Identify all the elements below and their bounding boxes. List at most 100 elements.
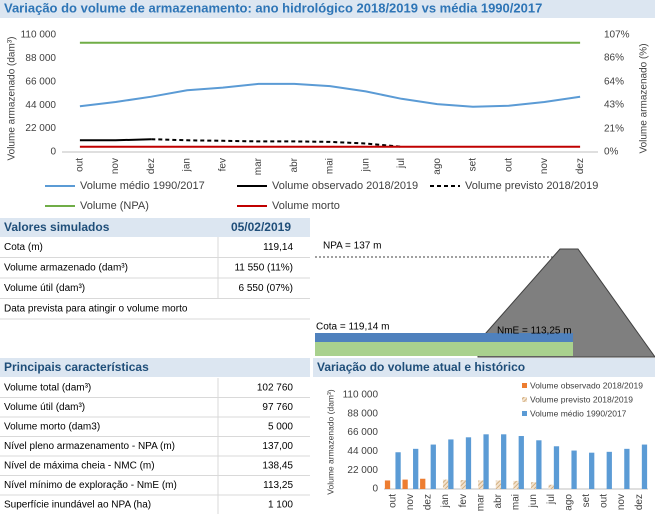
- x-tick-label: abr: [289, 157, 300, 172]
- x-tick-label: mai: [511, 494, 522, 510]
- y-tick-label: 86%: [604, 53, 624, 64]
- row-label: Volume armazenado (dam³): [4, 262, 128, 273]
- x-tick-label: out: [503, 158, 514, 172]
- x-tick-label: fev: [217, 158, 228, 171]
- row-label: Superfície inundável ao NPA (ha): [4, 499, 151, 510]
- y-axis-title: Volume armazenado (dam³): [325, 389, 335, 495]
- legend-label: Volume previsto 2018/2019: [465, 180, 598, 192]
- bar: [430, 444, 436, 489]
- y-tick-label: 107%: [604, 30, 630, 41]
- x-tick-label: abr: [493, 493, 504, 508]
- row-label: Volume total (dam³): [4, 382, 91, 393]
- x-tick-label: out: [75, 158, 86, 172]
- series-line: [79, 138, 152, 142]
- x-tick-label: nov: [405, 494, 416, 510]
- characteristics-table: Volume total (dam³) 102 760 Volume útil (d…: [0, 378, 310, 514]
- bar: [530, 482, 537, 489]
- y-tick-label: 66 000: [347, 427, 378, 438]
- row-value: 97 760: [262, 402, 293, 413]
- row-label: Nível mínimo de exploração - NmE (m): [4, 480, 177, 491]
- y-tick-label: 0%: [604, 147, 619, 158]
- bar: [448, 439, 454, 489]
- bar: [641, 444, 648, 489]
- x-tick-label: jun: [360, 158, 371, 172]
- bar: [501, 434, 507, 489]
- x-tick-label: dez: [146, 158, 157, 174]
- row-label: Volume útil (dam³): [4, 402, 85, 413]
- bar: [536, 440, 542, 489]
- npa-label: NPA = 137 m: [323, 241, 381, 252]
- row-label: Volume útil (dam³): [4, 283, 85, 294]
- bar: [465, 437, 472, 489]
- bar: [478, 480, 484, 489]
- row-value: 5 000: [268, 421, 293, 432]
- legend-swatch: [522, 383, 527, 388]
- simulated-table: Cota (m) 119,14 Volume armazenado (dam³) 11…: [0, 237, 310, 320]
- y-tick-label: 22 000: [25, 123, 56, 134]
- nme-label: NmE = 113,25 m: [497, 326, 572, 337]
- x-tick-label: nov: [616, 494, 627, 510]
- y-tick-label: 110 000: [21, 30, 57, 41]
- bar: [442, 479, 449, 489]
- row-value: 138,45: [262, 460, 293, 471]
- y-tick-label: 21%: [604, 124, 624, 135]
- bar: [624, 448, 630, 489]
- legend-swatch: [522, 397, 527, 402]
- x-tick-label: mai: [325, 158, 336, 174]
- series-line: [151, 138, 402, 148]
- y-tick-label: 22 000: [347, 465, 378, 476]
- y-axis-title: Volume armazenado (dam³): [7, 37, 18, 161]
- x-tick-label: ago: [432, 158, 443, 175]
- bar: [395, 452, 401, 489]
- bar: [518, 436, 524, 489]
- ground: [315, 342, 573, 356]
- row-value: 119,14: [263, 242, 293, 253]
- section-title: Principais características: [4, 360, 149, 374]
- section-header: [0, 358, 310, 377]
- bar: [384, 480, 391, 489]
- series-line: [79, 82, 581, 108]
- legend-label: Volume médio 1990/2017: [80, 180, 205, 192]
- x-tick-label: dez: [634, 494, 645, 510]
- y-tick-label: 88 000: [25, 53, 56, 64]
- row-value: 113,25: [263, 480, 293, 491]
- bar: [483, 434, 489, 489]
- bar: [413, 448, 419, 489]
- bar: [513, 480, 519, 489]
- y-tick-label: 66 000: [25, 76, 56, 87]
- row-label: Data prevista para atingir o volume mort…: [4, 303, 188, 314]
- legend-label: Volume médio 1990/2017: [530, 408, 627, 418]
- legend-swatch: [522, 411, 527, 416]
- legend-label: Volume observado 2018/2019: [530, 380, 643, 390]
- y-tick-label: 64%: [604, 77, 624, 88]
- row-label: Nível de máxima cheia - NMC (m): [4, 460, 155, 471]
- y-tick-label: 44 000: [25, 100, 56, 111]
- x-tick-label: nov: [539, 158, 550, 174]
- cota-label: Cota = 119,14 m: [316, 322, 389, 333]
- x-tick-label: fev: [458, 494, 469, 507]
- y-tick-label: 88 000: [347, 408, 378, 419]
- row-value: 1 100: [268, 499, 293, 510]
- bar: [571, 450, 577, 489]
- x-tick-label: nov: [110, 158, 121, 174]
- row-value: 102 760: [257, 382, 294, 393]
- x-tick-label: jan: [182, 158, 193, 172]
- bar: [420, 478, 426, 489]
- dam-diagram: NPA = 137 m Cota = 119,14 m NmE = 113,25…: [313, 218, 655, 358]
- section-header: [0, 218, 310, 237]
- x-tick-label: jul: [396, 158, 407, 169]
- legend-label: Volume observado 2018/2019: [272, 180, 418, 192]
- y-tick-label: 0: [50, 147, 56, 158]
- bar: [589, 452, 595, 489]
- section-title: Valores simulados: [4, 220, 110, 234]
- bar: [553, 446, 560, 489]
- x-tick-label: set: [468, 158, 479, 172]
- bar: [548, 484, 554, 489]
- x-tick-label: ago: [563, 494, 574, 511]
- x-tick-label: out: [599, 494, 610, 508]
- x-tick-label: dez: [575, 158, 586, 174]
- x-tick-label: jan: [440, 494, 451, 508]
- row-label: Nível pleno armazenamento - NPA (m): [4, 441, 175, 452]
- legend-label: Volume previsto 2018/2019: [530, 394, 633, 404]
